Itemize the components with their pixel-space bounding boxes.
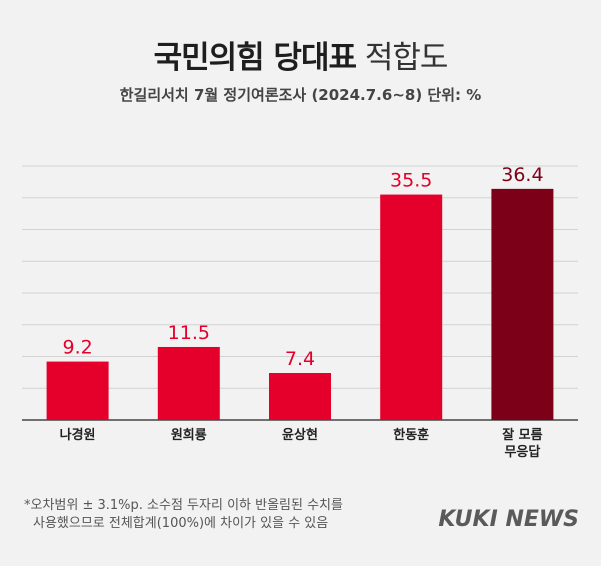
- bar-1: [46, 361, 109, 420]
- bar-5: [491, 188, 554, 420]
- category-label-5: 잘 모름: [502, 428, 542, 443]
- category-label-1: 나경원: [60, 427, 96, 443]
- footnote-line-1: *오차범위 ± 3.1%p. 소수점 두자리 이하 반올림된 수치를: [24, 498, 343, 513]
- footnote-line-2: 사용했으므로 전체합계(100%)에 차이가 있을 수 있음: [33, 516, 329, 531]
- category-label-5: 무응답: [504, 445, 540, 460]
- chart-subtitle: 한길리서치 7월 정기여론조사 (2024.7.6~8) 단위: %: [119, 86, 482, 104]
- bar-2: [157, 346, 220, 420]
- chart-title: 국민의힘 당대표 적합도: [0, 32, 601, 77]
- bar-4: [380, 194, 443, 420]
- kuki-news-logo: KUKI NEWS: [438, 507, 579, 532]
- footnote: *오차범위 ± 3.1%p. 소수점 두자리 이하 반올림된 수치를 사용했으므…: [24, 497, 424, 533]
- title-light: 적합도: [364, 40, 449, 76]
- value-label-3: 7.4: [285, 348, 315, 370]
- category-label-3: 윤상현: [282, 427, 318, 443]
- category-label-4: 한동훈: [393, 427, 429, 443]
- value-label-5: 36.4: [501, 164, 543, 186]
- category-label-2: 원희룡: [171, 428, 207, 443]
- value-label-1: 9.2: [62, 337, 92, 359]
- bar-3: [269, 373, 331, 420]
- value-label-4: 35.5: [390, 170, 432, 192]
- value-label-2: 11.5: [168, 322, 210, 344]
- title-bold: 국민의힘 당대표: [153, 40, 357, 76]
